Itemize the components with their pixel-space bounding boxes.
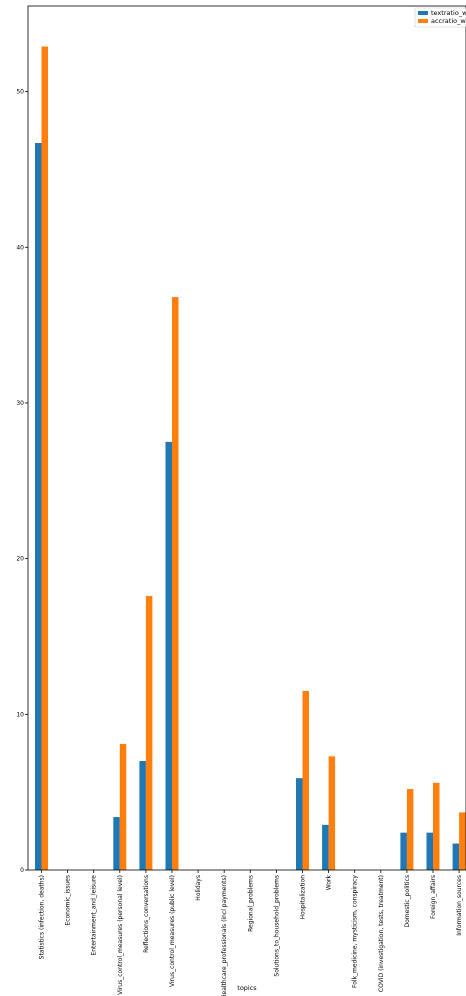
bar-textratio_w5-5 xyxy=(165,441,172,870)
bar-textratio_w5-11 xyxy=(322,824,329,870)
legend-swatch-textratio_w5 xyxy=(418,11,428,15)
y-tick-label-2: 20 xyxy=(16,556,24,563)
bar-accratio_w5-11 xyxy=(328,756,336,870)
x-tick-label-8: Regional_problems xyxy=(247,875,254,932)
x-tick-label-11: Work xyxy=(326,874,333,890)
bars-group xyxy=(35,46,466,871)
x-tick-label-9: Solutions_to_household_problems xyxy=(273,875,280,977)
x-tick-label-14: Domestic_politics xyxy=(404,875,411,928)
x-tick-label-2: Entertainment_and_leisure xyxy=(91,875,98,956)
x-tick-label-0: Statistics (infection, deaths) xyxy=(39,875,46,959)
x-tick-label-13: COVID (investigation, tests, treatment) xyxy=(378,875,385,992)
bar-textratio_w5-14 xyxy=(400,832,407,870)
x-axis: Statistics (infection, deaths) Economic_i… xyxy=(39,870,463,996)
x-tick-label-1: Economic_issues xyxy=(65,875,72,926)
bar-textratio_w5-16 xyxy=(452,843,460,870)
bar-accratio_w5-5 xyxy=(172,297,179,870)
bar-accratio_w5-0 xyxy=(41,46,48,871)
y-tick-label-0: 0 xyxy=(20,867,24,874)
y-tick-label-4: 40 xyxy=(16,244,24,251)
x-axis-label: topics xyxy=(237,984,257,992)
bar-textratio_w5-3 xyxy=(113,817,120,870)
y-tick-label-3: 30 xyxy=(16,400,24,407)
bar-textratio_w5-10 xyxy=(296,778,303,870)
bar-accratio_w5-16 xyxy=(459,812,466,870)
legend: textratio_w5accratio_w5 xyxy=(414,7,466,28)
x-tick-label-6: Holidays xyxy=(195,875,202,901)
bar-textratio_w5-4 xyxy=(139,761,146,870)
x-tick-label-12: Folk_medicine, mysticism, conspiracy xyxy=(352,875,359,988)
legend-swatch-accratio_w5 xyxy=(418,19,428,23)
plot-frame xyxy=(27,5,466,871)
bar-accratio_w5-4 xyxy=(145,596,153,870)
x-tick-label-5: Virus_control_measures (public level) xyxy=(169,875,176,987)
legend-label-accratio_w5: accratio_w5 xyxy=(431,17,466,25)
x-tick-label-4: Reflections_conversations xyxy=(143,875,150,953)
y-axis: 0 10 20 30 40 50 xyxy=(16,89,28,874)
x-tick-label-16: Information_sources xyxy=(456,875,463,936)
bar-textratio_w5-15 xyxy=(426,832,433,870)
y-tick-label-5: 50 xyxy=(16,89,24,96)
x-tick-label-7: Healthcare_professionals (incl payments) xyxy=(221,875,228,996)
bar-accratio_w5-10 xyxy=(302,690,309,870)
legend-label-textratio_w5: textratio_w5 xyxy=(431,9,466,17)
bar-accratio_w5-15 xyxy=(433,782,440,870)
bar-accratio_w5-14 xyxy=(406,789,414,870)
y-tick-label-1: 10 xyxy=(16,711,24,718)
bar-accratio_w5-3 xyxy=(119,743,127,870)
x-tick-label-3: Virus_control_measures (personal level) xyxy=(117,875,124,995)
x-tick-label-15: Foreign_affairs xyxy=(430,875,437,919)
x-tick-label-10: Hospitalization xyxy=(300,875,307,920)
bar-textratio_w5-0 xyxy=(35,142,42,871)
